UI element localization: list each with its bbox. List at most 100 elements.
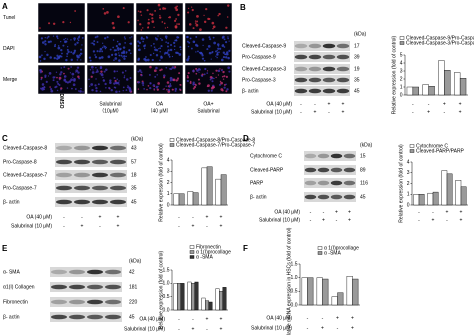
cell [199, 69, 201, 71]
column-label: DMSO [58, 94, 64, 109]
condition-sign: + [446, 209, 449, 215]
cell [56, 37, 59, 40]
condition-sign: - [192, 316, 194, 322]
cell [123, 36, 126, 38]
cell [167, 85, 170, 87]
cell [197, 78, 200, 81]
panel-label: C [2, 134, 8, 143]
cell [137, 88, 140, 90]
cell [118, 80, 120, 82]
cell [39, 69, 42, 72]
condition-sign: - [336, 217, 338, 223]
cell [39, 60, 42, 62]
cell [198, 71, 200, 73]
legend-label: Cleaved-Caspase-9/Pro-Caspase-9 [406, 35, 474, 41]
condition-sign: - [63, 223, 65, 229]
cell [94, 84, 97, 87]
cell [80, 59, 82, 61]
band [308, 77, 322, 83]
condition-sign: + [432, 217, 435, 223]
cell [122, 7, 125, 10]
cell [143, 87, 146, 90]
cell [43, 86, 46, 88]
cell [211, 51, 214, 54]
cell [127, 85, 129, 87]
cell [178, 53, 182, 56]
bar [206, 166, 213, 206]
condition-sign: + [322, 217, 325, 223]
cell [104, 47, 107, 50]
cell [225, 90, 228, 93]
cell [73, 49, 77, 52]
cell [170, 43, 173, 47]
cell [207, 89, 210, 92]
condition-sign: - [206, 223, 208, 229]
cell [155, 49, 159, 52]
cell [151, 20, 155, 23]
cell [174, 39, 176, 42]
condition-sign: + [336, 315, 339, 321]
cell [153, 46, 156, 48]
bar [219, 291, 223, 311]
band [87, 284, 103, 290]
cell [227, 66, 231, 70]
cell [131, 36, 133, 38]
cell [137, 10, 140, 12]
cell [65, 58, 68, 62]
cell [162, 7, 165, 10]
cell [192, 27, 195, 30]
cell [90, 42, 92, 44]
cell [105, 46, 108, 49]
cell [89, 59, 92, 62]
band [51, 314, 67, 320]
bar [173, 193, 180, 206]
cell [94, 36, 97, 39]
cell [143, 44, 146, 48]
cell [142, 40, 145, 43]
cell [207, 45, 211, 48]
cell [72, 83, 76, 87]
micrograph [86, 33, 135, 64]
cell [101, 50, 104, 53]
cell [159, 14, 161, 17]
bar [427, 192, 434, 206]
cell [125, 52, 127, 54]
cell [160, 45, 163, 48]
cell [39, 71, 42, 74]
blot-strip [55, 143, 127, 153]
cell [90, 75, 93, 78]
cell [187, 11, 190, 14]
bar [444, 69, 451, 96]
band-label: β- actin [242, 88, 259, 94]
cell [122, 86, 125, 89]
cell [174, 48, 176, 51]
band [308, 54, 322, 60]
cell [177, 36, 180, 39]
cell [76, 38, 79, 40]
cell [204, 67, 207, 71]
cell [222, 70, 225, 74]
cell [88, 78, 90, 81]
cell [151, 58, 154, 62]
cell [165, 66, 168, 69]
cell [159, 8, 162, 11]
cell [225, 56, 228, 59]
kda-value: 35 [354, 77, 360, 83]
condition-sign: - [300, 101, 302, 107]
kda-unit: (kDa) [131, 136, 144, 142]
cell [48, 72, 52, 75]
cell [94, 54, 96, 56]
band [336, 88, 350, 94]
cell [210, 58, 212, 60]
condition-sign: + [460, 209, 463, 215]
cell [208, 36, 211, 39]
cell [176, 5, 178, 8]
bar [454, 72, 461, 96]
cell [194, 20, 197, 22]
cell [153, 85, 155, 88]
kda-value: 18 [131, 172, 137, 178]
cell [187, 45, 190, 48]
cell [156, 88, 159, 91]
cell [175, 18, 178, 20]
cell [165, 85, 167, 88]
